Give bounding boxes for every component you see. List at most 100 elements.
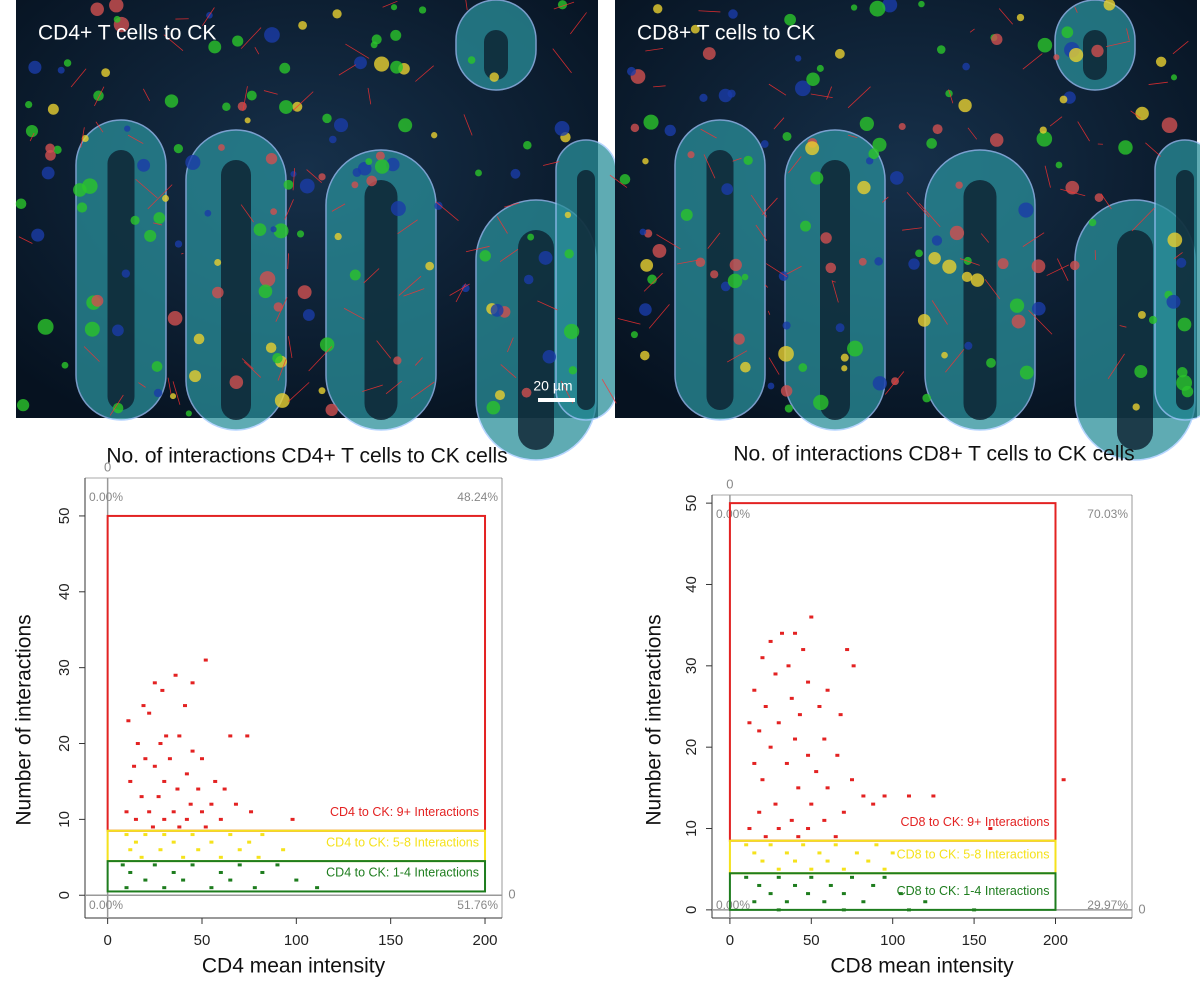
- lumen: [364, 180, 398, 420]
- point: [809, 875, 814, 879]
- point: [801, 843, 806, 847]
- interaction-line: [1074, 6, 1078, 13]
- point: [861, 794, 866, 798]
- y-tick-label: 40: [683, 576, 700, 593]
- cell: [1069, 47, 1084, 63]
- tissue: [15, 0, 617, 461]
- cell: [784, 404, 793, 413]
- lumen: [484, 30, 508, 80]
- cell: [964, 341, 973, 350]
- interaction-line: [831, 280, 839, 303]
- cell: [1018, 202, 1034, 218]
- cell: [37, 318, 54, 335]
- cell: [932, 124, 943, 135]
- point: [906, 794, 911, 798]
- interaction-line: [94, 86, 105, 107]
- interaction-line: [847, 134, 858, 139]
- cell: [333, 118, 349, 133]
- x-tick-label: 200: [473, 932, 498, 949]
- cell: [918, 0, 925, 8]
- cell: [882, 0, 898, 13]
- y-tick-label: 40: [56, 583, 73, 600]
- cell: [374, 159, 390, 174]
- cell: [302, 309, 315, 321]
- point: [747, 827, 752, 831]
- cell: [800, 220, 811, 232]
- point: [124, 833, 129, 837]
- cell: [124, 125, 131, 132]
- interaction-line: [292, 168, 296, 191]
- cell: [319, 337, 335, 352]
- cell: [687, 151, 695, 159]
- point: [177, 825, 182, 829]
- cell: [229, 375, 244, 389]
- cell: [1170, 74, 1178, 81]
- point: [228, 734, 233, 738]
- point: [988, 827, 993, 831]
- cell: [17, 399, 30, 412]
- cell: [1088, 218, 1097, 227]
- point: [841, 892, 846, 896]
- point: [768, 639, 773, 643]
- point: [809, 615, 814, 619]
- point: [797, 713, 802, 717]
- point: [139, 855, 144, 859]
- point: [218, 817, 223, 821]
- interaction-line: [980, 233, 990, 243]
- lumen: [1176, 170, 1194, 410]
- interaction-line: [676, 259, 701, 265]
- interaction-line: [959, 258, 980, 266]
- quadrant-label: 0.00%: [89, 490, 123, 504]
- point: [890, 851, 895, 855]
- interaction-line: [1148, 81, 1168, 85]
- point: [237, 848, 242, 852]
- point: [776, 827, 781, 831]
- point: [828, 883, 833, 887]
- interaction-line: [617, 318, 641, 325]
- cell: [652, 244, 667, 258]
- interaction-line: [496, 216, 508, 234]
- y-tick-label: 20: [56, 735, 73, 752]
- interaction-line: [240, 204, 254, 223]
- cell: [690, 24, 700, 34]
- point: [866, 859, 871, 863]
- point: [784, 761, 789, 765]
- cell: [274, 393, 290, 408]
- point: [757, 729, 762, 733]
- cell: [318, 173, 326, 181]
- interaction-line: [455, 283, 466, 303]
- cell: [15, 198, 27, 210]
- cell: [354, 56, 367, 70]
- point: [845, 648, 850, 652]
- cell: [351, 181, 359, 189]
- interaction-line: [277, 359, 287, 381]
- point: [124, 886, 129, 890]
- cell: [926, 138, 937, 149]
- interaction-line: [700, 128, 717, 139]
- lumen: [107, 150, 135, 410]
- point: [177, 734, 182, 738]
- gate-label: CD4 to CK: 1-4 Interactions: [326, 866, 479, 880]
- point: [822, 737, 827, 741]
- interaction-line: [1130, 110, 1141, 119]
- point: [784, 851, 789, 855]
- y-tick-label: 50: [56, 508, 73, 525]
- point: [752, 688, 757, 692]
- cell: [1181, 385, 1194, 398]
- cell: [112, 324, 124, 337]
- cell: [780, 385, 793, 397]
- cell: [270, 226, 277, 233]
- interaction-line: [240, 27, 262, 49]
- cell: [1016, 13, 1025, 22]
- cell: [475, 169, 482, 177]
- tissue: [601, 0, 1200, 461]
- interaction-line: [499, 248, 519, 263]
- cell: [1019, 365, 1034, 380]
- interaction-line: [172, 381, 181, 405]
- interaction-line: [537, 300, 558, 311]
- quadrant-label: 48.24%: [457, 490, 498, 504]
- cell: [847, 340, 863, 357]
- panel-label: CD4+ T cells to CK: [38, 22, 216, 45]
- interaction-line: [109, 394, 124, 416]
